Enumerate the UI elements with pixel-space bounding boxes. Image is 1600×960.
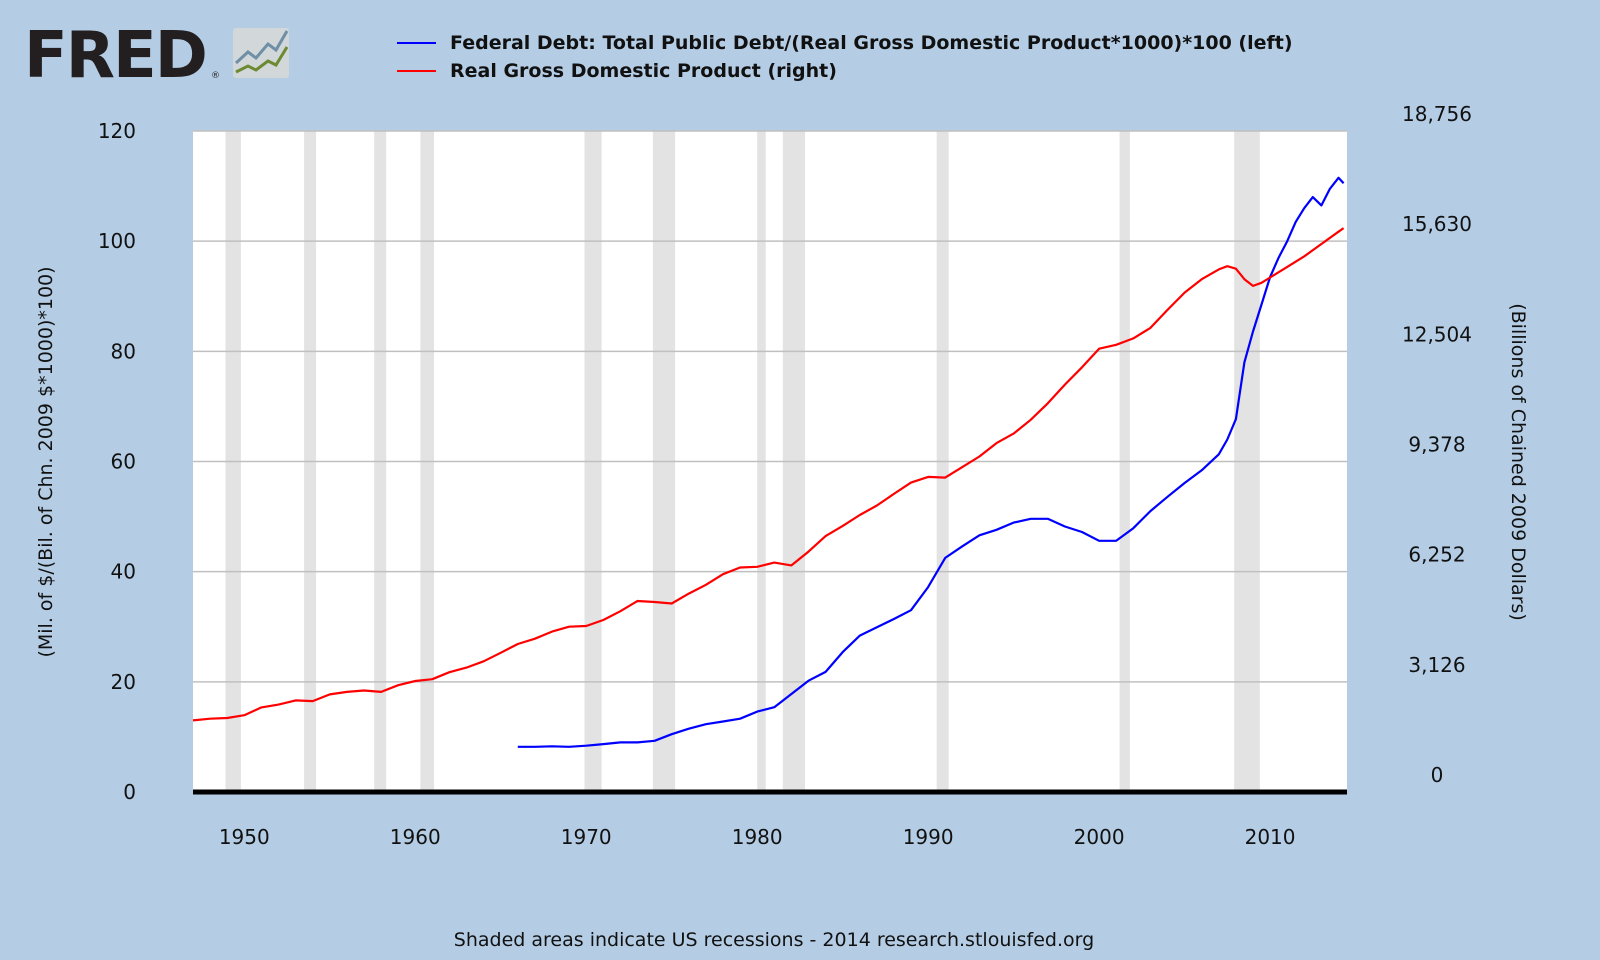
x-tick-labels: 1950 1960 1970 1980 1990 2000 2010 [219,825,1296,849]
legend-label-gdp: Real Gross Domestic Product (right) [450,60,837,82]
y-right-axis-title: (Billions of Chained 2009 Dollars) [1507,303,1529,621]
y-left-tick-label: 20 [111,670,136,694]
y-left-tick-label: 40 [111,560,136,584]
y-left-axis-title: (Mil. of $/(Bil. of Chn. 2009 $*1000)*10… [35,266,57,657]
legend: Federal Debt: Total Public Debt/(Real Gr… [397,32,1293,82]
y-right-tick-label: 12,504 [1402,322,1472,346]
x-tick-label: 1950 [219,825,270,849]
y-left-tick-label: 60 [111,450,136,474]
series-lines [192,176,1345,748]
footer-note: Shaded areas indicate US recessions - 20… [454,929,1094,951]
y-left-tick-label: 100 [98,229,136,253]
x-tick-label: 1970 [561,825,612,849]
y-right-tick-label: 0 [1431,763,1444,787]
x-tick-label: 1980 [732,825,783,849]
fred-logo-text: FRED [24,19,206,93]
series-line-federal-debt [517,176,1345,748]
legend-label-debt: Federal Debt: Total Public Debt/(Real Gr… [450,32,1293,54]
y-left-tick-labels: 0 20 40 60 80 100 120 [98,119,136,804]
fred-logo-graph-icon [233,28,289,78]
gridlines [193,130,1347,683]
x-tick-label: 1960 [390,825,441,849]
y-right-tick-label: 18,756 [1402,102,1472,126]
x-tick-label: 2010 [1245,825,1296,849]
y-right-tick-labels: 0 3,126 6,252 9,378 12,504 15,630 18,756 [1402,102,1472,787]
fred-logo: FRED ® [24,19,289,93]
y-right-tick-label: 15,630 [1402,212,1472,236]
fred-logo-registered: ® [211,71,220,81]
y-left-tick-label: 0 [123,780,136,804]
y-left-tick-label: 120 [98,119,136,143]
series-line-real-gdp [192,227,1345,722]
x-tick-label: 2000 [1074,825,1125,849]
y-right-tick-label: 3,126 [1408,653,1465,677]
y-right-tick-label: 6,252 [1408,543,1465,567]
y-left-tick-label: 80 [111,339,136,363]
y-right-tick-label: 9,378 [1408,433,1465,457]
x-tick-label: 1990 [903,825,954,849]
